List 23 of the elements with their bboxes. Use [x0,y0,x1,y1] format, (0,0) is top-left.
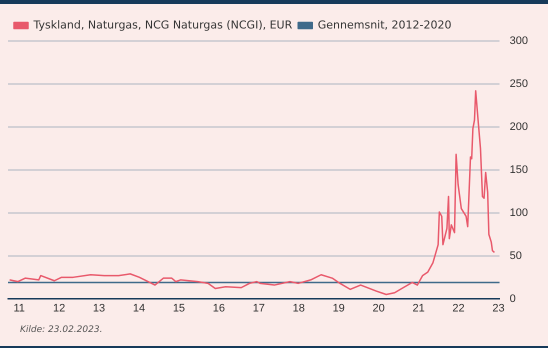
x-tick-label: 17 [252,302,265,314]
y-tick-label: 250 [510,78,528,90]
x-tick-label: 11 [13,302,25,314]
x-tick-label: 20 [372,302,385,314]
y-tick-label: 100 [510,206,528,219]
text: Kilde: 23.02.2023. [20,325,102,335]
x-tick-label: 19 [332,302,345,314]
x-tick-label: 12 [52,302,66,314]
y-tick-label: 50 [510,250,522,262]
y-tick-label: 200 [510,120,528,133]
y-tick-label: 150 [510,164,528,176]
legend-label: Tyskland, Naturgas, NCG Naturgas (NCGI), EUR [32,18,293,32]
x-tick-label: 23 [492,302,505,314]
x-tick-label: 21 [412,302,425,314]
x-tick-label: 15 [172,302,186,314]
x-tick-label: 14 [132,302,146,314]
x-tick-label: 18 [292,302,305,314]
x-tick-label: 13 [92,302,106,314]
x-tick-label: 22 [452,302,465,314]
y-tick-label: 0 [510,292,516,305]
legend-label: Gennemsnit, 2012-2020 [318,18,452,32]
x-tick-label: 16 [212,302,225,314]
y-tick-label: 300 [510,35,528,48]
